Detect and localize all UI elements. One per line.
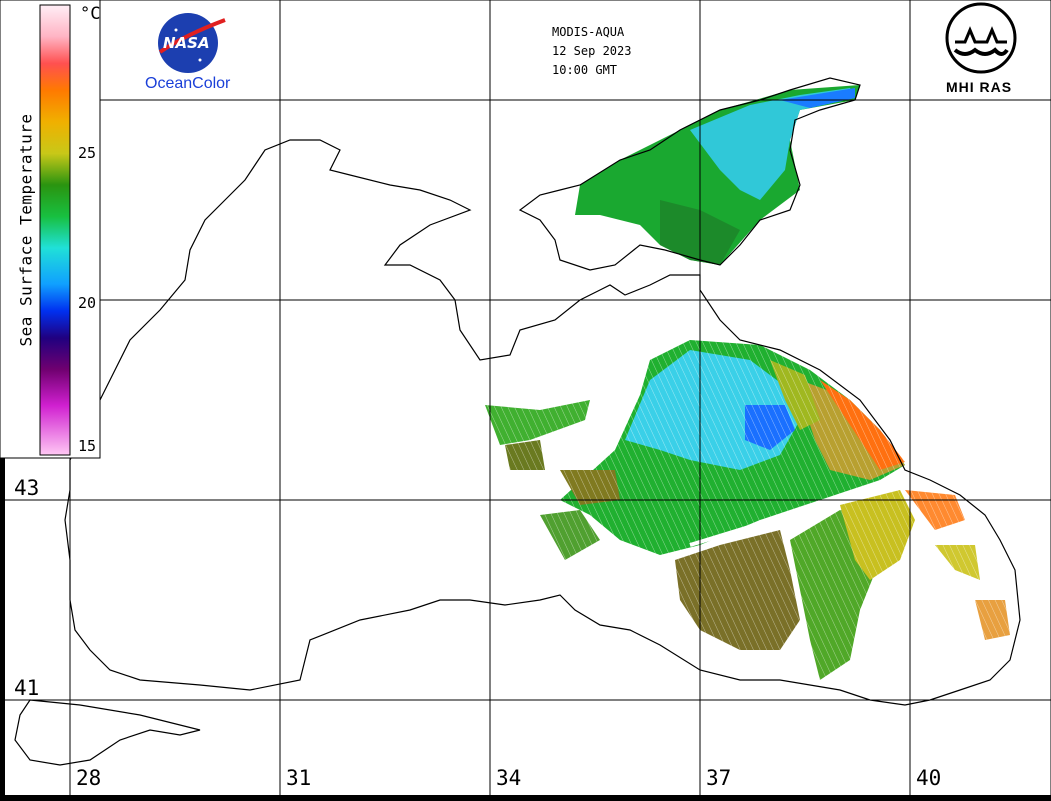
mhi-ras-logo: [945, 2, 1017, 74]
coastline: [14, 77, 1021, 766]
colorbar: [0, 0, 101, 459]
lon-label-37: 37: [706, 766, 732, 790]
sensor-label: MODIS-AQUA: [552, 25, 625, 39]
lat-label-43: 43: [14, 476, 40, 500]
colorbar-tick-25: 25: [78, 144, 97, 162]
oceancolor-text: OceanColor: [145, 75, 231, 92]
colorbar-tick-15: 15: [78, 437, 97, 455]
nasa-logo: [158, 13, 226, 73]
time-label: 10:00 GMT: [552, 63, 618, 77]
colorbar-title: Sea Surface Temperature: [16, 113, 36, 347]
lon-label-28: 28: [76, 766, 102, 790]
lat-label-41: 41: [14, 676, 40, 700]
colorbar-tick-20: 20: [78, 294, 97, 312]
sst-field: [480, 85, 1040, 700]
mhi-ras-text: MHI RAS: [946, 79, 1013, 95]
colorbar-unit: °C: [80, 4, 101, 24]
lon-label-40: 40: [916, 766, 942, 790]
date-label: 12 Sep 2023: [552, 44, 632, 58]
nasa-logo-text: NASA: [163, 34, 210, 52]
lon-label-31: 31: [286, 766, 312, 790]
lon-label-34: 34: [496, 766, 522, 790]
